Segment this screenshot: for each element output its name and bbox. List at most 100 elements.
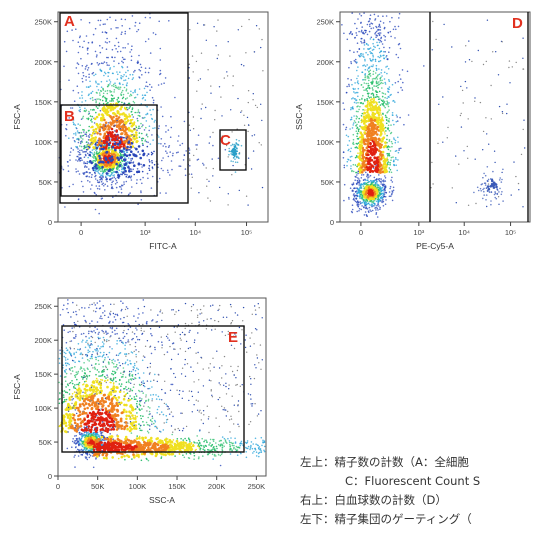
event-dot xyxy=(105,62,108,64)
event-dot xyxy=(77,150,79,153)
event-dot xyxy=(381,137,385,141)
event-dot xyxy=(99,109,102,112)
event-dot xyxy=(518,189,520,191)
event-dot xyxy=(351,204,354,206)
event-dot xyxy=(125,180,128,183)
event-dot xyxy=(113,113,117,116)
event-dot xyxy=(151,420,153,423)
event-dot xyxy=(131,107,134,109)
event-dot xyxy=(127,328,130,331)
event-dot xyxy=(350,62,353,65)
event-dot xyxy=(212,175,214,177)
event-dot xyxy=(151,398,154,400)
event-dot xyxy=(98,154,101,158)
event-dot xyxy=(350,108,352,111)
event-dot xyxy=(74,387,77,390)
event-dot xyxy=(114,178,117,180)
event-dot xyxy=(367,183,369,186)
event-dot xyxy=(383,193,386,195)
event-dot xyxy=(367,44,370,46)
gate-b-box[interactable] xyxy=(60,104,158,197)
event-dot xyxy=(235,138,238,141)
event-dot xyxy=(229,55,231,57)
event-dot xyxy=(369,209,371,211)
event-dot xyxy=(373,85,375,87)
event-dot xyxy=(94,136,97,139)
event-dot xyxy=(163,82,165,84)
event-dot xyxy=(383,34,385,37)
event-dot xyxy=(379,29,382,31)
event-dot xyxy=(132,116,135,118)
event-dot xyxy=(75,127,77,129)
event-dot xyxy=(386,97,388,100)
event-dot xyxy=(485,194,488,196)
event-dot xyxy=(379,208,381,210)
event-dot xyxy=(77,92,80,94)
gate-c-box[interactable] xyxy=(219,129,247,171)
event-dot xyxy=(112,438,115,441)
event-dot xyxy=(353,194,356,197)
event-dot xyxy=(165,131,167,133)
event-dot xyxy=(132,77,135,79)
event-dot xyxy=(157,395,160,398)
event-dot xyxy=(371,78,374,80)
event-dot xyxy=(103,118,106,122)
event-dot xyxy=(363,12,365,14)
event-dot xyxy=(104,72,107,75)
event-dot xyxy=(99,123,102,126)
event-dot xyxy=(87,433,90,436)
event-dot xyxy=(351,106,354,108)
event-dot xyxy=(131,78,134,81)
event-dot xyxy=(129,395,131,397)
event-dot xyxy=(111,348,113,350)
event-dot xyxy=(131,108,134,111)
event-dot xyxy=(403,123,405,126)
event-dot xyxy=(381,180,384,182)
event-dot xyxy=(484,184,487,186)
event-dot xyxy=(391,181,394,183)
event-dot xyxy=(74,376,77,378)
event-dot xyxy=(375,209,377,211)
event-dot xyxy=(380,37,382,40)
event-dot xyxy=(394,101,396,103)
event-dot xyxy=(130,111,133,113)
event-dot xyxy=(381,95,384,98)
event-dot xyxy=(377,178,380,180)
event-dot xyxy=(365,198,367,201)
event-dot xyxy=(78,173,81,175)
event-dot xyxy=(98,62,101,65)
event-dot xyxy=(383,131,386,133)
event-dot xyxy=(379,104,382,106)
event-dot xyxy=(343,166,346,169)
event-dot xyxy=(374,116,378,120)
event-dot xyxy=(247,124,250,126)
event-dot xyxy=(80,118,83,120)
event-dot xyxy=(451,187,453,189)
event-dot xyxy=(141,117,144,119)
gate-a-box[interactable] xyxy=(59,12,189,204)
event-dot xyxy=(132,386,135,389)
event-dot xyxy=(91,149,94,151)
event-dot xyxy=(394,141,397,144)
event-dot xyxy=(130,94,133,97)
event-dot xyxy=(92,157,95,159)
event-dot xyxy=(486,180,489,182)
event-dot xyxy=(85,456,88,459)
event-dot xyxy=(234,161,237,163)
event-dot xyxy=(106,92,109,95)
event-dot xyxy=(74,466,76,468)
event-dot xyxy=(136,168,139,170)
event-dot xyxy=(119,318,122,320)
event-dot xyxy=(108,41,111,43)
event-dot xyxy=(72,149,75,151)
event-dot xyxy=(74,446,77,449)
event-dot xyxy=(232,156,235,159)
event-dot xyxy=(379,134,382,137)
event-dot xyxy=(115,129,118,132)
event-dot xyxy=(367,138,371,141)
event-dot xyxy=(373,138,376,141)
event-dot xyxy=(256,106,258,109)
event-dot xyxy=(85,135,88,137)
event-dot xyxy=(101,165,104,169)
